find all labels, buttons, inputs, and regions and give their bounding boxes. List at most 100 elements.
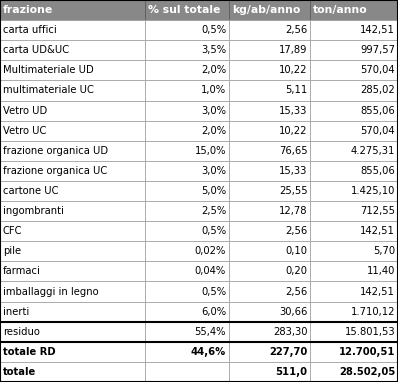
Bar — [0, 181, 145, 201]
Text: Vetro UD: Vetro UD — [3, 105, 47, 116]
Bar — [310, 40, 398, 60]
Bar — [310, 81, 398, 100]
Text: 1,0%: 1,0% — [201, 86, 226, 96]
Bar — [0, 0, 145, 20]
Bar — [145, 201, 229, 221]
Text: frazione organica UD: frazione organica UD — [3, 146, 108, 156]
Bar — [310, 181, 398, 201]
Bar — [310, 141, 398, 161]
Bar — [229, 282, 310, 301]
Text: 55,4%: 55,4% — [195, 327, 226, 337]
Bar — [310, 20, 398, 40]
Text: 4.275,31: 4.275,31 — [351, 146, 395, 156]
Text: 0,5%: 0,5% — [201, 286, 226, 296]
Bar — [229, 261, 310, 282]
Text: 0,5%: 0,5% — [201, 25, 226, 35]
Bar — [229, 141, 310, 161]
Bar — [229, 0, 310, 20]
Text: 0,04%: 0,04% — [195, 266, 226, 277]
Text: imballaggi in legno: imballaggi in legno — [3, 286, 98, 296]
Text: 5,0%: 5,0% — [201, 186, 226, 196]
Bar — [310, 362, 398, 382]
Bar — [0, 100, 145, 121]
Bar — [229, 161, 310, 181]
Bar — [145, 241, 229, 261]
Text: 570,04: 570,04 — [361, 65, 395, 75]
Text: 0,02%: 0,02% — [195, 246, 226, 256]
Text: 5,11: 5,11 — [285, 86, 308, 96]
Bar — [0, 81, 145, 100]
Bar — [145, 342, 229, 362]
Text: cartone UC: cartone UC — [3, 186, 58, 196]
Bar — [145, 81, 229, 100]
Text: 3,0%: 3,0% — [201, 166, 226, 176]
Bar — [310, 60, 398, 81]
Text: 227,70: 227,70 — [269, 347, 308, 357]
Text: pile: pile — [3, 246, 21, 256]
Text: 997,57: 997,57 — [360, 45, 395, 55]
Bar — [310, 261, 398, 282]
Bar — [229, 81, 310, 100]
Bar — [229, 100, 310, 121]
Bar — [310, 161, 398, 181]
Bar — [229, 241, 310, 261]
Text: residuo: residuo — [3, 327, 40, 337]
Text: Vetro UC: Vetro UC — [3, 126, 46, 136]
Text: 142,51: 142,51 — [360, 25, 395, 35]
Bar — [0, 20, 145, 40]
Text: 12.700,51: 12.700,51 — [339, 347, 395, 357]
Bar — [0, 161, 145, 181]
Bar — [310, 342, 398, 362]
Text: totale: totale — [3, 367, 36, 377]
Text: 76,65: 76,65 — [279, 146, 308, 156]
Bar — [145, 100, 229, 121]
Text: 1.425,10: 1.425,10 — [351, 186, 395, 196]
Bar — [229, 181, 310, 201]
Text: 17,89: 17,89 — [279, 45, 308, 55]
Text: 15.801,53: 15.801,53 — [345, 327, 395, 337]
Text: 5,70: 5,70 — [373, 246, 395, 256]
Text: totale RD: totale RD — [3, 347, 55, 357]
Text: 15,33: 15,33 — [279, 166, 308, 176]
Bar — [145, 322, 229, 342]
Bar — [229, 301, 310, 322]
Bar — [145, 161, 229, 181]
Bar — [229, 221, 310, 241]
Text: multimateriale UC: multimateriale UC — [3, 86, 94, 96]
Bar — [229, 60, 310, 81]
Bar — [0, 40, 145, 60]
Text: frazione organica UC: frazione organica UC — [3, 166, 107, 176]
Text: 12,78: 12,78 — [279, 206, 308, 216]
Bar — [145, 282, 229, 301]
Text: 511,0: 511,0 — [276, 367, 308, 377]
Text: 30,66: 30,66 — [279, 307, 308, 317]
Text: 15,0%: 15,0% — [195, 146, 226, 156]
Text: 15,33: 15,33 — [279, 105, 308, 116]
Bar — [229, 20, 310, 40]
Bar — [145, 261, 229, 282]
Text: 3,5%: 3,5% — [201, 45, 226, 55]
Bar — [0, 342, 145, 362]
Bar — [229, 362, 310, 382]
Text: CFC: CFC — [3, 226, 22, 236]
Text: 6,0%: 6,0% — [201, 307, 226, 317]
Bar — [310, 221, 398, 241]
Bar — [229, 121, 310, 141]
Bar — [145, 181, 229, 201]
Text: 28.502,05: 28.502,05 — [339, 367, 395, 377]
Bar — [145, 60, 229, 81]
Text: farmaci: farmaci — [3, 266, 41, 277]
Text: ton/anno: ton/anno — [313, 5, 368, 15]
Bar — [229, 342, 310, 362]
Bar — [145, 40, 229, 60]
Bar — [0, 301, 145, 322]
Text: 0,5%: 0,5% — [201, 226, 226, 236]
Bar — [0, 121, 145, 141]
Bar — [0, 201, 145, 221]
Text: 283,30: 283,30 — [273, 327, 308, 337]
Text: 712,55: 712,55 — [360, 206, 395, 216]
Bar — [310, 201, 398, 221]
Text: 2,56: 2,56 — [285, 25, 308, 35]
Text: 855,06: 855,06 — [361, 105, 395, 116]
Text: 0,10: 0,10 — [286, 246, 308, 256]
